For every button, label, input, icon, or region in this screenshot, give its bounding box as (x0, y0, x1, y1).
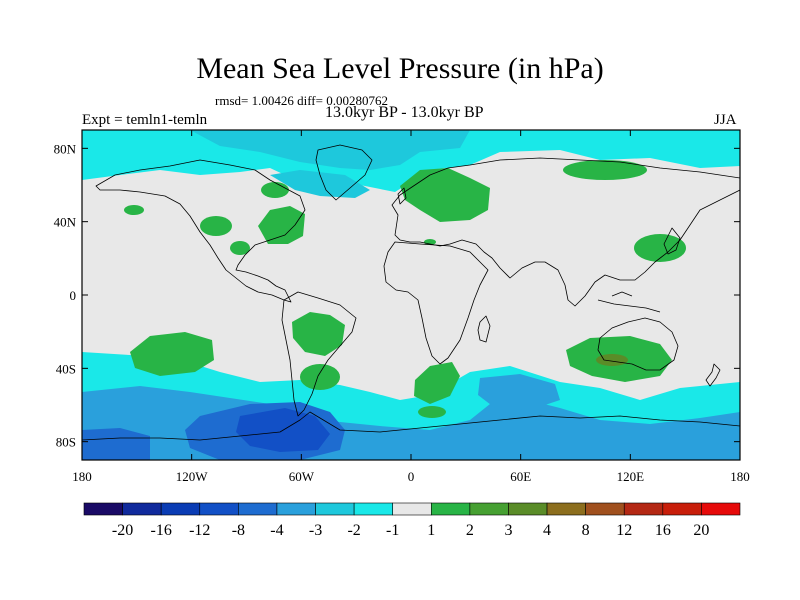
y-tick-label: 0 (70, 288, 77, 303)
colorbar-swatch (623, 502, 664, 516)
colorbar-label: 12 (616, 522, 632, 539)
colorbar-swatch (430, 502, 471, 516)
coastline-indonesia (597, 291, 661, 313)
coastline-japan (663, 227, 681, 255)
colorbar-swatch (199, 502, 239, 516)
colorbar-label: 16 (655, 522, 671, 539)
region-south-atlantic-small-positive (418, 406, 446, 418)
region-south-atlantic-west-positive (300, 364, 340, 390)
colorbar-label: 8 (582, 522, 590, 539)
region-indian-ocean-negative (478, 374, 560, 410)
chart-title: Mean Sea Level Pressure (in hPa) (196, 52, 604, 85)
contour-fill-layer (82, 130, 740, 460)
colorbar-swatch (238, 502, 278, 516)
y-tick-label: 40S (56, 361, 76, 376)
region-north-pacific-positive (634, 234, 686, 262)
season-label: JJA (714, 112, 737, 128)
region-pacific-sector-moderate (82, 428, 150, 460)
colorbar-label: 2 (466, 522, 474, 539)
coastline-greenland (315, 144, 373, 201)
colorbar-label: -4 (270, 522, 283, 539)
colorbar-label: -16 (151, 522, 172, 539)
period-label: 13.0kyr BP - 13.0kyr BP (325, 104, 484, 121)
experiment-label: Expt = temln1-temln (82, 112, 208, 128)
rmsd-diff-stats: rmsd= 1.00426 diff= 0.00280762 (215, 93, 388, 108)
region-na-west-positive (200, 216, 232, 236)
colorbar-swatch (701, 502, 741, 516)
axes-layer: 180 120W 60W 0 60E 120E 180 80N 40N 0 40S 80S (54, 130, 750, 484)
colorbar: -20 -16 -12 -8 -4 -3 -2 -1 1 2 3 4 8 12 16 20 (83, 502, 741, 539)
x-tick-label: 60W (289, 469, 315, 484)
region-south-pacific-positive (130, 332, 214, 376)
region-south-america-positive (292, 312, 345, 356)
coastline-uk (397, 187, 407, 205)
coastline-north-america (95, 159, 306, 303)
x-tick-label: 120E (617, 469, 645, 484)
region-australia-core (596, 354, 628, 366)
region-siberia-positive (563, 160, 647, 180)
colorbar-swatch (160, 502, 201, 516)
y-tick-label: 80S (56, 435, 76, 450)
coastline-australia (597, 317, 679, 371)
colorbar-swatch (276, 502, 316, 516)
colorbar-swatch (122, 502, 162, 516)
colorbar-swatch (546, 502, 586, 516)
coastline-madagascar (477, 315, 491, 343)
y-tick-label: 80N (54, 141, 77, 156)
coastline-new-zealand (705, 363, 721, 387)
colorbar-swatch (353, 502, 394, 516)
coastline-eurasia (391, 157, 740, 307)
x-tick-label: 180 (730, 469, 750, 484)
colorbar-label: 4 (543, 522, 551, 539)
colorbar-swatch (508, 502, 548, 516)
coastline-south-america (281, 291, 357, 417)
x-tick-label: 120W (176, 469, 209, 484)
region-south-atlantic-east-positive (414, 362, 460, 404)
x-tick-label: 60E (510, 469, 531, 484)
colorbar-swatch (315, 502, 355, 516)
colorbar-label: -1 (386, 522, 399, 539)
colorbar-label: 3 (504, 522, 512, 539)
coastline-antarctica (82, 411, 740, 441)
colorbar-label: -3 (309, 522, 322, 539)
region-eastern-na-positive (258, 206, 305, 244)
region-na-south-positive (230, 241, 250, 255)
x-tick-label: 180 (72, 469, 92, 484)
colorbar-swatch (83, 502, 123, 516)
region-atlantic-positive (124, 205, 144, 215)
coastlines (82, 144, 740, 441)
colorbar-label: -20 (112, 522, 133, 539)
colorbar-swatch (469, 502, 509, 516)
colorbar-label: -12 (189, 522, 210, 539)
coastline-africa (383, 241, 489, 365)
colorbar-swatch (585, 502, 625, 516)
region-arctic-strong (190, 130, 470, 170)
region-europe-positive (400, 168, 490, 222)
colorbar-label: 1 (427, 522, 435, 539)
colorbar-label: 20 (693, 522, 709, 539)
colorbar-label: -8 (232, 522, 245, 539)
region-hudson-positive (261, 182, 289, 198)
colorbar-label: -2 (347, 522, 360, 539)
colorbar-swatch (662, 502, 702, 516)
region-north-atlantic-ring (270, 170, 370, 198)
colorbar-swatch (392, 502, 432, 516)
y-tick-label: 40N (54, 215, 77, 230)
x-tick-label: 0 (408, 469, 415, 484)
